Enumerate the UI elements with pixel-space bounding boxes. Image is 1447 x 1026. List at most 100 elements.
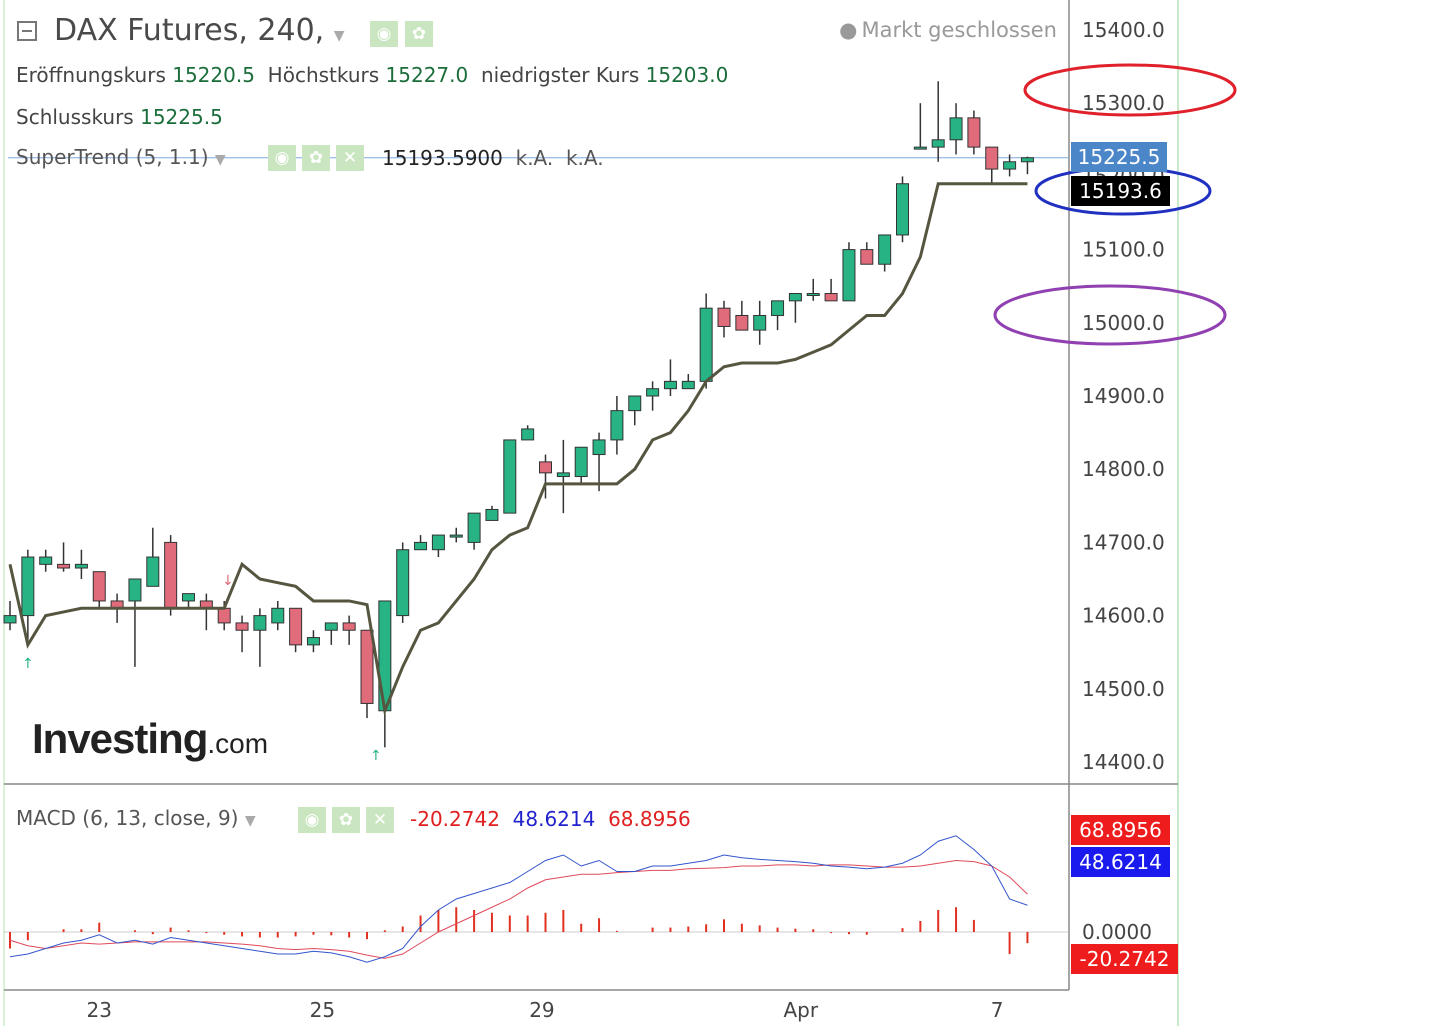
price-tick-label: 14600.0 [1082, 604, 1165, 628]
price-tick-label: 14400.0 [1082, 750, 1165, 774]
candlestick-series [3, 81, 1034, 748]
candle-up [913, 146, 927, 150]
macd-signal-line [9, 859, 1028, 959]
close-label: Schlusskurs [16, 105, 134, 129]
candle-down [164, 541, 178, 609]
price-tick-label: 14900.0 [1082, 384, 1165, 408]
collapse-toggle-icon[interactable] [17, 21, 37, 41]
ohlc-row: Eröffnungskurs 15220.5 Höchstkurs 15227.… [16, 63, 728, 87]
macd-label: MACD (6, 13, close, 9) [16, 806, 239, 830]
time-tick-label: 25 [310, 998, 335, 1022]
candle-down [860, 249, 874, 265]
investing-logo: Investing.com [32, 715, 268, 763]
supertrend-value: 15193.5900 [382, 146, 503, 170]
candle-up [414, 541, 428, 551]
chevron-down-icon[interactable]: ▼ [214, 152, 226, 168]
macd-values: -20.2742 48.6214 68.8956 [410, 807, 691, 831]
candle-down [360, 629, 374, 704]
candle-up [485, 508, 499, 521]
gear-icon[interactable]: ✿ [332, 807, 360, 833]
time-tick-label: Apr [783, 998, 818, 1022]
candle-up [842, 249, 856, 302]
eye-icon[interactable]: ◉ [268, 145, 296, 171]
supertrend-na-2: k.A. [565, 146, 604, 170]
candle-up [699, 307, 713, 382]
supertrend-legend: SuperTrend (5, 1.1) ▼ [16, 145, 226, 169]
close-icon[interactable]: ✕ [366, 807, 394, 833]
candle-up [271, 607, 285, 624]
candle-up [324, 622, 338, 631]
candle-up [646, 388, 660, 397]
candle-up [306, 637, 320, 646]
buy-arrow-icon: ↑ [22, 656, 34, 672]
status-dot-icon: ● [839, 18, 858, 42]
price-tick-label: 14800.0 [1082, 457, 1165, 481]
candle-up [788, 293, 802, 302]
low-label: niedrigster Kurs [480, 63, 640, 87]
macd-signal-value: 68.8956 [608, 807, 691, 831]
time-axis-labels: 23 25 29 Apr 7 [87, 998, 1004, 1022]
candle-down [985, 146, 999, 170]
price-tick-label: 15300.0 [1082, 91, 1165, 115]
price-tick-label: 15100.0 [1082, 238, 1165, 262]
symbol-title: DAX Futures, 240, ▼ [54, 13, 345, 48]
candle-up [503, 439, 517, 514]
open-value: 15220.5 [172, 63, 255, 87]
macd-value-tag: 48.6214 [1071, 847, 1170, 877]
gear-icon[interactable]: ✿ [405, 21, 433, 47]
candle-up [21, 556, 35, 617]
high-label: Höchstkurs [267, 63, 380, 87]
candle-down [57, 563, 71, 569]
signal-value-tag: 68.8956 [1071, 815, 1170, 845]
hist-value-tag: -20.2742 [1071, 944, 1178, 974]
candle-down [824, 293, 838, 302]
candle-up [449, 534, 463, 538]
market-status-text: Markt geschlossen [861, 18, 1057, 42]
candle-up [896, 183, 909, 236]
candle-up [128, 578, 142, 602]
time-tick-label: 23 [87, 998, 112, 1022]
macd-line [9, 835, 1028, 963]
candle-up [521, 428, 535, 441]
candle-down [539, 461, 552, 474]
supertrend-price-tag: 15193.6 [1071, 176, 1170, 206]
open-label: Eröffnungskurs [16, 63, 166, 87]
candle-up [431, 534, 445, 551]
gear-icon[interactable]: ✿ [302, 145, 330, 171]
candle-up [610, 410, 624, 441]
price-axis-labels: 15400.015300.015200.015100.015000.014900… [1082, 18, 1165, 774]
symbol-title-text: DAX Futures, 240, [54, 13, 325, 48]
candle-up [396, 549, 410, 617]
chevron-down-icon[interactable]: ▼ [244, 813, 256, 829]
close-row: Schlusskurs 15225.5 [16, 105, 223, 129]
candle-down [217, 607, 231, 624]
candle-up [1003, 161, 1017, 170]
time-tick-label: 29 [529, 998, 554, 1022]
chevron-down-icon[interactable]: ▼ [333, 28, 345, 44]
macd-zero-tick-label: 0.0000 [1082, 920, 1152, 944]
candle-up [1020, 157, 1034, 163]
low-value: 15203.0 [645, 63, 729, 87]
candle-up [628, 395, 642, 412]
candle-up [467, 512, 481, 543]
candle-up [753, 314, 767, 331]
candle-up [663, 380, 677, 390]
candle-down [235, 622, 249, 631]
close-icon[interactable]: ✕ [336, 145, 364, 171]
buy-arrow-icon: ↑ [370, 748, 382, 764]
candle-up [74, 563, 88, 569]
candle-up [146, 556, 160, 587]
annotation-ellipse-red [1023, 63, 1237, 117]
supertrend-line [8, 182, 1028, 717]
candle-down [342, 622, 356, 631]
price-tick-label: 14700.0 [1082, 530, 1165, 554]
market-status: ● Markt geschlossen [839, 18, 1057, 42]
candle-up [592, 439, 606, 456]
macd-legend: MACD (6, 13, close, 9) ▼ [16, 806, 256, 830]
annotation-ellipse-purple [993, 284, 1227, 346]
candle-up [39, 556, 53, 565]
sell-arrow-icon: ↓ [222, 573, 234, 589]
eye-icon[interactable]: ◉ [370, 21, 398, 47]
eye-icon[interactable]: ◉ [298, 807, 326, 833]
candle-up [574, 446, 588, 478]
